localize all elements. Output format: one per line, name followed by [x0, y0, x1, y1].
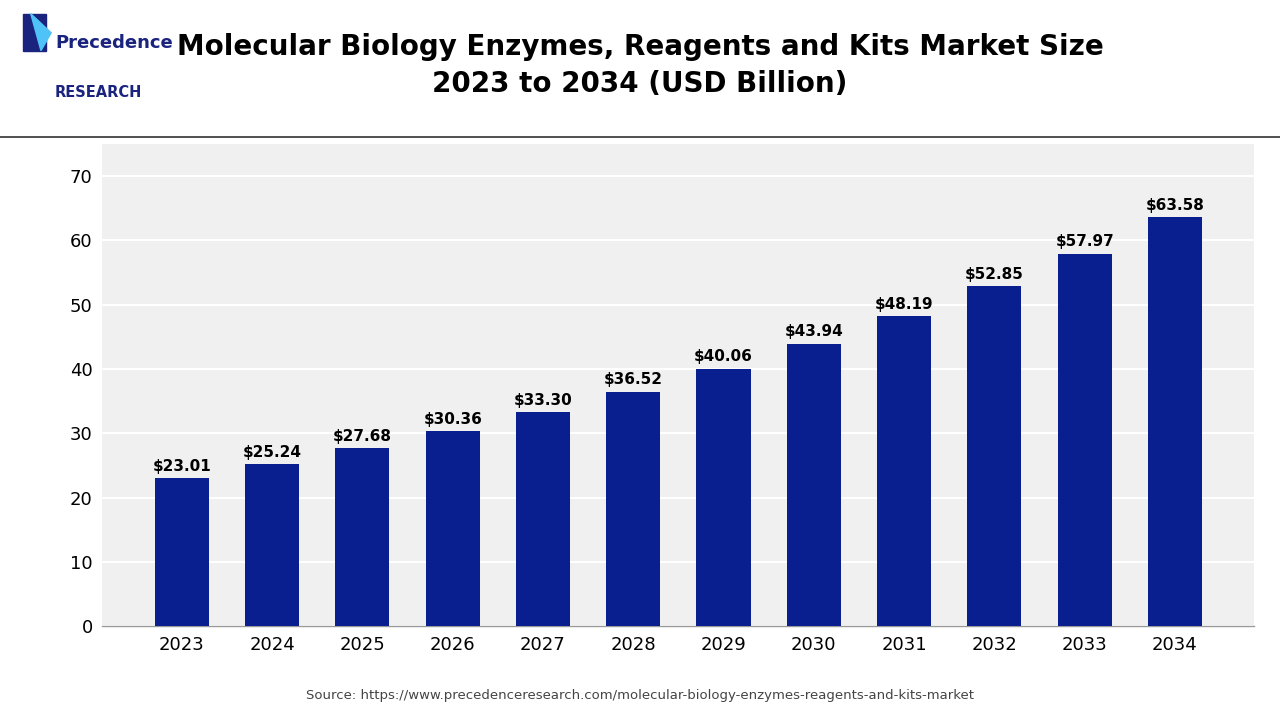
Text: $43.94: $43.94 [785, 324, 844, 339]
Text: $30.36: $30.36 [424, 412, 483, 427]
Text: Precedence: Precedence [55, 34, 173, 53]
Polygon shape [23, 14, 46, 50]
Text: $36.52: $36.52 [604, 372, 663, 387]
Bar [516, 413, 570, 626]
Bar [877, 317, 931, 626]
Bar [607, 392, 660, 626]
Text: $23.01: $23.01 [152, 459, 211, 474]
Text: Source: https://www.precedenceresearch.com/molecular-biology-enzymes-reagents-an: Source: https://www.precedenceresearch.c… [306, 689, 974, 702]
Bar [787, 343, 841, 626]
Text: $63.58: $63.58 [1146, 198, 1204, 213]
Bar [696, 369, 750, 626]
Text: Molecular Biology Enzymes, Reagents and Kits Market Size
2023 to 2034 (USD Billi: Molecular Biology Enzymes, Reagents and … [177, 33, 1103, 98]
Text: $52.85: $52.85 [965, 267, 1024, 282]
Text: $33.30: $33.30 [513, 392, 572, 408]
Bar [335, 449, 389, 626]
Text: $57.97: $57.97 [1055, 234, 1114, 249]
Bar [1148, 217, 1202, 626]
Bar [426, 431, 480, 626]
Text: $27.68: $27.68 [333, 429, 392, 444]
Bar [1057, 253, 1112, 626]
Text: RESEARCH: RESEARCH [55, 85, 142, 100]
Text: $48.19: $48.19 [874, 297, 933, 312]
Text: $40.06: $40.06 [694, 349, 753, 364]
Polygon shape [31, 14, 51, 50]
Bar [155, 478, 209, 626]
Text: $25.24: $25.24 [243, 444, 302, 459]
Bar [968, 287, 1021, 626]
Bar [244, 464, 300, 626]
